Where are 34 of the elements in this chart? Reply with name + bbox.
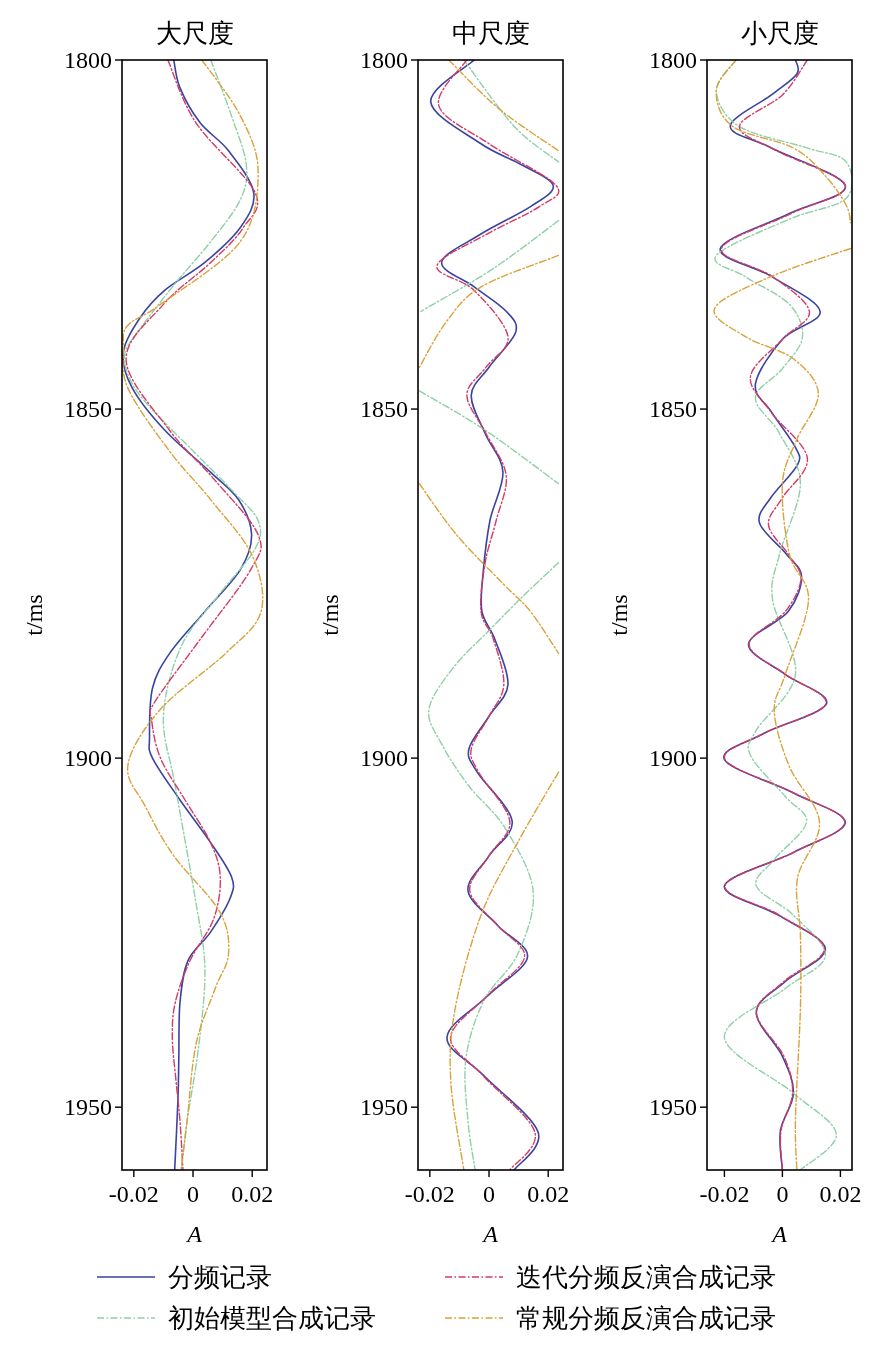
y-axis-title: t/ms [21,594,47,636]
legend-label: 常规分频反演合成记录 [516,1304,776,1333]
y-axis-title: t/ms [317,594,343,636]
x-tick-label: 0 [776,1181,789,1207]
y-tick-label: 1900 [64,745,112,772]
x-tick-label: -0.02 [699,1181,750,1207]
chart-title: 大尺度 [155,19,234,48]
y-tick-label: 1800 [64,47,112,73]
y-tick-label: 1850 [64,396,112,423]
y-tick-label: 1900 [649,745,697,772]
y-tick-label: 1950 [649,1094,697,1121]
legend-label: 初始模型合成记录 [168,1304,376,1333]
y-axis-title: t/ms [606,594,632,636]
y-tick-label: 1950 [360,1094,408,1121]
x-axis-title: A [481,1221,499,1247]
x-tick-label: 0.02 [819,1181,862,1207]
x-axis-title: A [770,1221,788,1247]
chart-title: 中尺度 [451,19,530,48]
y-tick-label: 1950 [64,1094,112,1121]
chart-title: 小尺度 [740,19,819,48]
y-tick-label: 1850 [649,396,697,423]
legend-label: 分频记录 [168,1263,272,1292]
x-tick-label: 0 [483,1181,496,1207]
x-tick-label: -0.02 [108,1181,159,1207]
y-tick-label: 1900 [360,745,408,772]
y-tick-label: 1800 [360,47,408,73]
x-tick-label: -0.02 [404,1181,455,1207]
y-tick-label: 1850 [360,396,408,423]
x-axis-title: A [185,1221,203,1247]
y-tick-label: 1800 [649,47,697,73]
x-tick-label: 0.02 [231,1181,274,1207]
x-tick-label: 0.02 [527,1181,570,1207]
legend-label: 迭代分频反演合成记录 [516,1263,776,1292]
x-tick-label: 0 [187,1181,200,1207]
